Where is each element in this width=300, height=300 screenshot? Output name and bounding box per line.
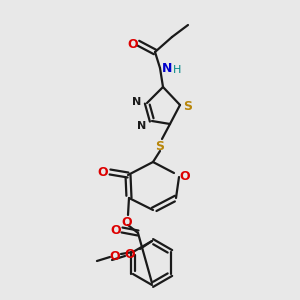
Text: O: O: [122, 215, 132, 229]
Text: O: O: [180, 169, 190, 182]
Text: H: H: [173, 65, 181, 75]
Text: S: S: [155, 140, 164, 152]
Text: S: S: [184, 100, 193, 112]
Text: O: O: [125, 248, 135, 260]
Text: O: O: [110, 250, 120, 262]
Text: N: N: [162, 62, 172, 76]
Text: O: O: [98, 167, 108, 179]
Text: N: N: [132, 97, 142, 107]
Text: N: N: [137, 121, 147, 131]
Text: O: O: [111, 224, 121, 238]
Text: O: O: [128, 38, 138, 50]
